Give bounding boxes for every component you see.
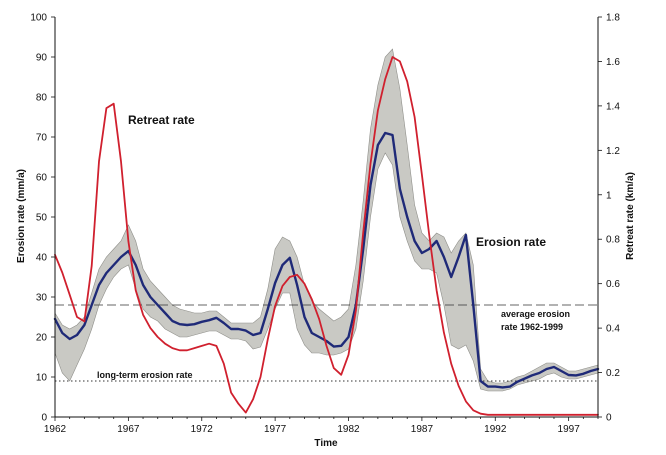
x-tick-label: 1967 [117,424,140,435]
x-tick-label: 1977 [264,424,287,435]
y-left-axis-title: Erosion rate (mm/a) [16,169,27,263]
y-left-tick-label: 30 [36,293,48,304]
y-right-tick-label: 1.2 [606,146,620,157]
reference-lines [55,304,598,382]
x-tick-label: 1987 [411,424,434,435]
y-right-tick-label: 0.4 [606,324,620,335]
x-tick-label: 1992 [484,424,507,435]
y-right-tick-label: 1 [606,190,612,201]
series-lines [53,56,600,416]
x-tick-label: 1997 [558,424,581,435]
y-right-tick-label: 1.4 [606,101,620,112]
y-left-tick-label: 0 [41,413,47,424]
y-right-axis-title: Retreat rate (km/a) [625,172,636,260]
y-left-tick-label: 40 [36,253,48,264]
y-left-tick-label: 90 [36,53,48,64]
y-right-tick-label: 1.6 [606,57,620,68]
x-axis-title: Time [314,438,338,449]
x-tick-label: 1982 [337,424,360,435]
y-left-tick-label: 100 [30,13,47,24]
average-rate-annotation-line2: rate 1962-1999 [501,322,563,332]
y-left-tick-label: 10 [36,373,48,384]
y-left-tick-label: 70 [36,133,48,144]
average-rate-annotation-line1: average erosion [501,309,570,319]
y-right-tick-label: 0.2 [606,368,620,379]
retreat-rate-annotation: Retreat rate [128,113,195,127]
x-tick-label: 1972 [191,424,214,435]
axes [51,16,602,421]
x-tick-label: 1962 [44,424,67,435]
y-right-tick-label: 0.8 [606,235,620,246]
long-term-rate-annotation: long-term erosion rate [97,370,193,380]
y-left-tick-label: 80 [36,93,48,104]
retreat-rate-line [54,56,599,416]
y-left-tick-label: 60 [36,173,48,184]
y-right-tick-label: 0.6 [606,279,620,290]
y-left-tick-label: 50 [36,213,48,224]
tick-labels: 1962 1967 1972 1977 1982 1987 1992 199701020304… [30,13,620,436]
y-right-tick-label: 1.8 [606,13,620,24]
y-left-tick-label: 20 [36,333,48,344]
erosion-rate-annotation: Erosion rate [476,235,546,249]
y-right-tick-label: 0 [606,413,612,424]
erosion-rate-line [53,131,600,389]
